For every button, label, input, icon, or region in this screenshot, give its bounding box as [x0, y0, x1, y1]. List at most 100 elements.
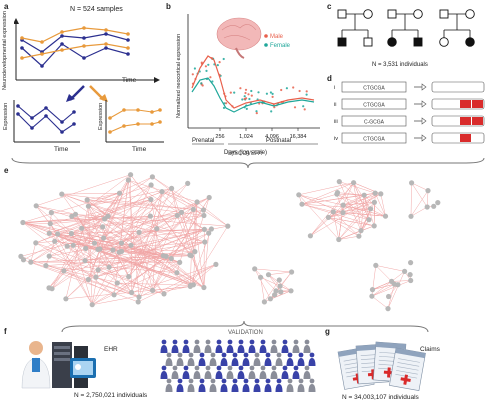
network-node: [378, 191, 384, 197]
schematic-point: [271, 92, 274, 95]
schematic-point: [250, 89, 253, 93]
doctor-icon: [21, 341, 51, 389]
network-node: [111, 292, 117, 298]
network-node: [409, 180, 415, 186]
schematic-point: [104, 42, 108, 46]
schematic-point: [82, 26, 86, 30]
network-node: [369, 287, 376, 293]
network-node: [48, 210, 55, 216]
row-label: iii: [334, 119, 338, 125]
sequence-text: CTGCGA: [363, 103, 385, 109]
pedigree-female: [439, 37, 449, 47]
person-icon: [242, 352, 250, 366]
network-node: [100, 224, 106, 230]
schematic-point: [239, 87, 242, 90]
network-node: [361, 192, 367, 198]
x-tick-label: 256: [215, 134, 224, 140]
schematic-point: [255, 112, 258, 115]
schematic-point: [233, 91, 236, 94]
person-icon: [204, 365, 212, 379]
network-node: [177, 259, 183, 265]
network-node: [18, 253, 24, 259]
network-node: [178, 209, 185, 215]
network-node: [368, 206, 374, 212]
panel-label-f: f: [4, 327, 7, 336]
network-node: [59, 191, 65, 197]
network-node: [154, 226, 160, 232]
validation-brace: [61, 320, 429, 333]
network-node: [149, 174, 155, 180]
network-node: [28, 259, 34, 265]
person-icon: [281, 339, 289, 353]
schematic-point: [82, 56, 86, 60]
schematic-point: [126, 32, 130, 36]
network-node: [424, 204, 430, 210]
person-icon: [198, 352, 206, 366]
schematic-point: [150, 122, 154, 126]
network-node: [95, 246, 101, 252]
network-node: [106, 264, 112, 270]
person-icon: [220, 352, 228, 366]
schematic-point: [245, 97, 248, 100]
person-icon: [182, 339, 190, 353]
network-node: [72, 211, 79, 217]
network-node: [83, 245, 89, 251]
network-node: [252, 266, 258, 272]
person-icon: [253, 378, 261, 392]
network-node: [288, 288, 294, 294]
schematic-point: [60, 120, 64, 124]
schematic-point: [229, 91, 232, 94]
network-node: [371, 223, 377, 229]
panel-a-sub1-plot: [13, 100, 80, 143]
schematic-point: [243, 95, 246, 98]
person-icon: [160, 365, 168, 379]
person-icon: [303, 339, 311, 353]
legend-marker-female: [264, 43, 268, 47]
panel-c-individuals: N = 3,531 individuals: [372, 62, 428, 68]
network-node: [82, 258, 88, 264]
network-node: [192, 249, 198, 255]
network-node: [213, 261, 219, 267]
network-node: [79, 225, 85, 231]
network-node: [187, 252, 193, 258]
network-node: [168, 255, 174, 262]
network-node: [408, 260, 414, 266]
person-icon: [231, 378, 239, 392]
schematic-point: [193, 67, 196, 70]
network-node: [267, 296, 273, 302]
schematic-point: [136, 108, 140, 112]
network-node: [202, 239, 208, 245]
schematic-point: [209, 76, 212, 79]
schematic-point: [302, 105, 305, 108]
person-icon: [242, 378, 250, 392]
panel-g-claims-illustration: [337, 341, 426, 391]
panel-a-sub2-xlabel: Time: [132, 146, 147, 153]
person-icon: [264, 352, 272, 366]
network-node: [174, 212, 180, 219]
panel-a-sample-count: N = 524 samples: [70, 6, 123, 13]
network-node: [84, 197, 90, 203]
schematic-point: [218, 61, 221, 64]
network-node: [55, 231, 61, 237]
network-node: [85, 276, 91, 283]
pedigree-male: [337, 9, 347, 19]
network-node: [373, 262, 379, 268]
validation-label: VALIDATION: [228, 330, 263, 336]
schematic-point: [158, 108, 162, 112]
person-icon: [292, 365, 300, 379]
schematic-point: [191, 73, 194, 76]
discovery-brace: [11, 157, 485, 169]
person-icon: [187, 378, 195, 392]
panel-b-postnatal-label: Postnatal: [266, 138, 292, 144]
schematic-point: [82, 44, 86, 48]
network-node: [334, 191, 340, 197]
panel-a-sub2-plot: [105, 100, 164, 143]
network-node: [273, 288, 279, 294]
network-node: [258, 274, 264, 280]
person-icon: [165, 378, 173, 392]
network-node: [47, 221, 53, 227]
row-label: iv: [334, 136, 338, 142]
person-icon: [226, 339, 234, 353]
schematic-point: [216, 64, 219, 67]
schematic-point: [82, 36, 86, 40]
